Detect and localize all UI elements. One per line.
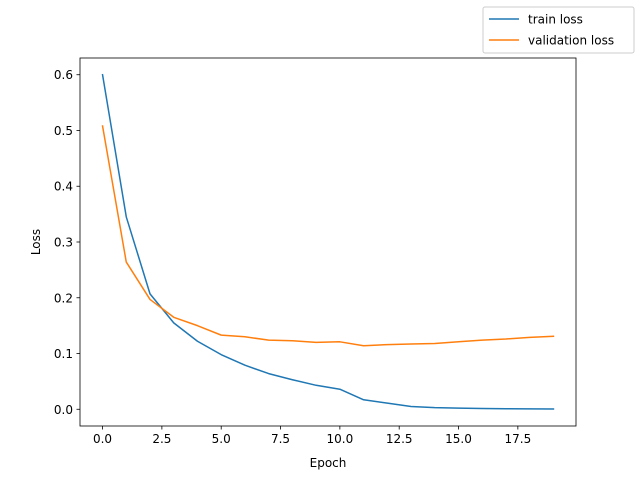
x-tick-label: 0.0: [93, 432, 112, 446]
y-tick-label: 0.1: [54, 347, 73, 361]
x-tick-label: 10.0: [327, 432, 354, 446]
y-axis-ticks: 0.0 0.1 0.2 0.3 0.4 0.5 0.6: [54, 68, 80, 417]
legend-label-train-loss: train loss: [528, 13, 583, 27]
y-tick-label: 0.2: [54, 291, 73, 305]
y-tick-label: 0.3: [54, 236, 73, 250]
x-tick-label: 12.5: [386, 432, 413, 446]
y-axis-label: Loss: [29, 229, 43, 255]
x-tick-label: 15.0: [445, 432, 472, 446]
legend-frame: [482, 6, 635, 54]
x-axis-label: Epoch: [310, 456, 347, 470]
x-tick-label: 17.5: [504, 432, 531, 446]
y-tick-label: 0.5: [54, 124, 73, 138]
x-tick-label: 7.5: [271, 432, 290, 446]
series-line-validation-loss: [101, 125, 555, 347]
axes-frame: [79, 57, 577, 427]
plot-lines: [101, 73, 555, 410]
x-tick-label: 5.0: [212, 432, 231, 446]
legend: train loss validation loss: [482, 6, 635, 54]
x-tick-label: 2.5: [152, 432, 171, 446]
x-axis-ticks: 0.0 2.5 5.0 7.5 10.0 12.5 15.0 17.5: [93, 426, 531, 446]
y-tick-label: 0.4: [54, 180, 73, 194]
series-line-train-loss: [101, 73, 555, 410]
y-tick-label: 0.6: [54, 68, 73, 82]
y-tick-label: 0.0: [54, 403, 73, 417]
legend-label-validation-loss: validation loss: [528, 34, 614, 48]
